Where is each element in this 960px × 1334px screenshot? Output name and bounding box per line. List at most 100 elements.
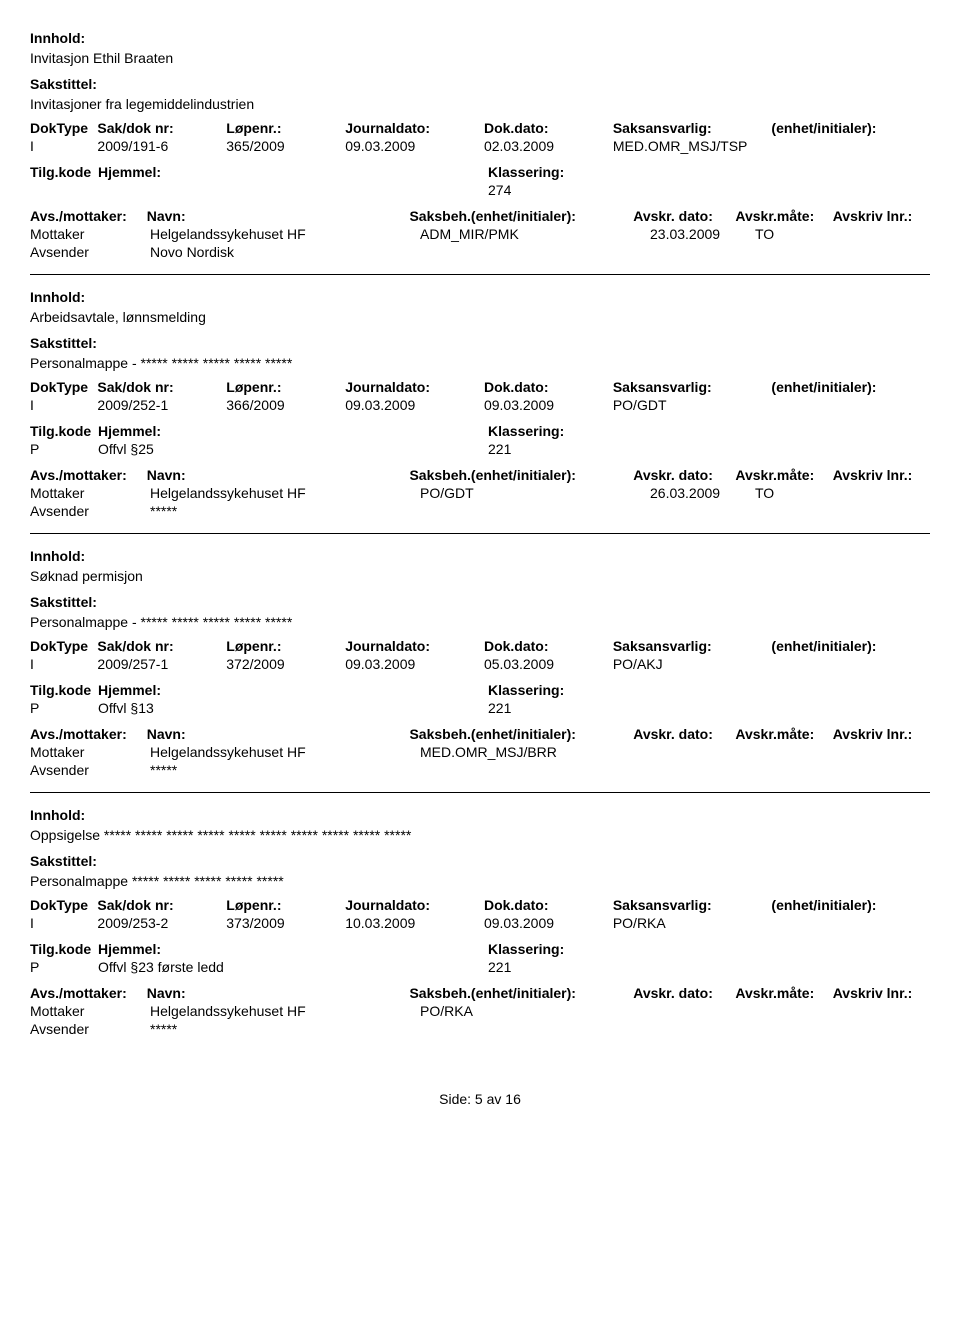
party-name: Helgelandssykehuset HF — [150, 485, 420, 501]
avs-mottaker-label: Avs./mottaker: — [30, 467, 147, 483]
tilg-row: Tilg.kodeHjemmel:Klassering:274 — [30, 164, 930, 198]
klassering-value: 274 — [488, 182, 688, 198]
sakstittel-label: Sakstittel: — [30, 853, 930, 869]
sakdok-value: 2009/257-1 — [97, 656, 226, 672]
sakdok-label: Sak/dok nr: — [97, 120, 226, 136]
party-avskr-maate: TO — [755, 485, 855, 501]
avs-header-row: Avs./mottaker:Navn:Saksbeh.(enhet/initia… — [30, 726, 930, 742]
party-avskr-maate — [755, 762, 855, 778]
party-avskr-maate — [755, 744, 855, 760]
journaldato-value: 09.03.2009 — [345, 397, 484, 413]
main-row: DokTypeISak/dok nr:2009/252-1Løpenr.:366… — [30, 379, 930, 413]
doktype-label: DokType — [30, 379, 97, 395]
hjemmel-col: Hjemmel: — [98, 164, 488, 198]
navn-label: Navn: — [147, 985, 410, 1001]
party-name: Novo Nordisk — [150, 244, 420, 260]
saksansvarlig-col: Saksansvarlig:PO/RKA — [613, 897, 772, 931]
innhold-value: Arbeidsavtale, lønnsmelding — [30, 309, 930, 325]
dokdato-value: 02.03.2009 — [484, 138, 613, 154]
hjemmel-label: Hjemmel: — [98, 941, 488, 957]
tilgkode-col: Tilg.kodeP — [30, 423, 98, 457]
klassering-label: Klassering: — [488, 941, 688, 957]
tilgkode-col: Tilg.kodeP — [30, 941, 98, 975]
klassering-value: 221 — [488, 441, 688, 457]
journaldato-value: 09.03.2009 — [345, 656, 484, 672]
party-row: Avsender***** — [30, 1021, 930, 1037]
tilg-row: Tilg.kodePHjemmel:Offvl §13Klassering:22… — [30, 682, 930, 716]
enhet-init-col: (enhet/initialer): — [771, 120, 930, 154]
party-avskr-dato — [650, 744, 755, 760]
party-role: Mottaker — [30, 485, 150, 501]
klassering-label: Klassering: — [488, 682, 688, 698]
dokdato-col: Dok.dato:05.03.2009 — [484, 638, 613, 672]
dokdato-col: Dok.dato:09.03.2009 — [484, 897, 613, 931]
avs-mottaker-label: Avs./mottaker: — [30, 985, 147, 1001]
lopenr-col: Løpenr.:372/2009 — [226, 638, 345, 672]
journal-record: Innhold:Invitasjon Ethil BraatenSakstitt… — [30, 30, 930, 275]
klassering-value: 221 — [488, 959, 688, 975]
party-role: Avsender — [30, 762, 150, 778]
innhold-label: Innhold: — [30, 30, 930, 46]
avskr-maate-label: Avskr.måte: — [735, 208, 832, 224]
saksansvarlig-col: Saksansvarlig:PO/GDT — [613, 379, 772, 413]
doktype-col: DokTypeI — [30, 897, 97, 931]
party-avskr-dato: 23.03.2009 — [650, 226, 755, 242]
klassering-value: 221 — [488, 700, 688, 716]
navn-label: Navn: — [147, 726, 410, 742]
party-role: Avsender — [30, 244, 150, 260]
avskr-dato-label: Avskr. dato: — [633, 985, 735, 1001]
party-saksbeh: PO/RKA — [420, 1003, 650, 1019]
party-saksbeh — [420, 1021, 650, 1037]
lopenr-value: 373/2009 — [226, 915, 345, 931]
sakdok-col: Sak/dok nr:2009/191-6 — [97, 120, 226, 154]
lopenr-col: Løpenr.:373/2009 — [226, 897, 345, 931]
dokdato-col: Dok.dato:02.03.2009 — [484, 120, 613, 154]
dokdato-value: 09.03.2009 — [484, 397, 613, 413]
journal-record: Innhold:Søknad permisjonSakstittel:Perso… — [30, 548, 930, 793]
avskr-maate-label: Avskr.måte: — [735, 726, 832, 742]
avs-mottaker-label: Avs./mottaker: — [30, 208, 147, 224]
tilgkode-label: Tilg.kode — [30, 423, 98, 439]
party-name: Helgelandssykehuset HF — [150, 1003, 420, 1019]
avskriv-lnr-label: Avskriv lnr.: — [833, 726, 930, 742]
party-avskr-dato — [650, 1021, 755, 1037]
saksbeh-label: Saksbeh.(enhet/initialer): — [409, 467, 633, 483]
saksbeh-label: Saksbeh.(enhet/initialer): — [409, 726, 633, 742]
party-row: MottakerHelgelandssykehuset HFMED.OMR_MS… — [30, 744, 930, 760]
lopenr-value: 365/2009 — [226, 138, 345, 154]
dokdato-value: 05.03.2009 — [484, 656, 613, 672]
doktype-col: DokType I — [30, 379, 97, 413]
klassering-col: Klassering: 221 — [488, 682, 688, 716]
party-avskr-maate — [755, 244, 855, 260]
enhet-init-label: (enhet/initialer): — [771, 638, 930, 654]
sakdok-value: 2009/252-1 — [97, 397, 226, 413]
sakdok-label: Sak/dok nr: — [97, 379, 226, 395]
enhet-init-label: (enhet/initialer): — [771, 897, 930, 913]
journaldato-col: Journaldato:09.03.2009 — [345, 120, 484, 154]
party-row: AvsenderNovo Nordisk — [30, 244, 930, 260]
doktype-value: I — [30, 138, 97, 154]
doktype-value: I — [30, 397, 97, 413]
party-avskr-dato — [650, 503, 755, 519]
tilgkode-value: P — [30, 700, 98, 716]
records-container: Innhold:Invitasjon Ethil BraatenSakstitt… — [30, 30, 930, 1051]
innhold-value: Oppsigelse ***** ***** ***** ***** *****… — [30, 827, 930, 843]
party-role: Avsender — [30, 503, 150, 519]
tilgkode-label: Tilg.kode — [30, 941, 98, 957]
sakstittel-value: Invitasjoner fra legemiddelindustrien — [30, 96, 930, 112]
dokdato-label: Dok.dato: — [484, 379, 613, 395]
enhet-init-col: (enhet/initialer): — [771, 638, 930, 672]
journaldato-label: Journaldato: — [345, 379, 484, 395]
hjemmel-label: Hjemmel: — [98, 423, 488, 439]
avs-header-row: Avs./mottaker:Navn:Saksbeh.(enhet/initia… — [30, 208, 930, 224]
party-name: ***** — [150, 762, 420, 778]
tilgkode-col: Tilg.kode — [30, 164, 98, 198]
avskr-dato-label: Avskr. dato: — [633, 726, 735, 742]
party-row: MottakerHelgelandssykehuset HFPO/RKA — [30, 1003, 930, 1019]
saksansvarlig-value: PO/AKJ — [613, 656, 772, 672]
sakstittel-value: Personalmappe - ***** ***** ***** ***** … — [30, 614, 930, 630]
party-avskr-dato — [650, 244, 755, 260]
journal-record: Innhold:Arbeidsavtale, lønnsmeldingSakst… — [30, 289, 930, 534]
innhold-label: Innhold: — [30, 289, 930, 305]
saksansvarlig-value: PO/GDT — [613, 397, 772, 413]
